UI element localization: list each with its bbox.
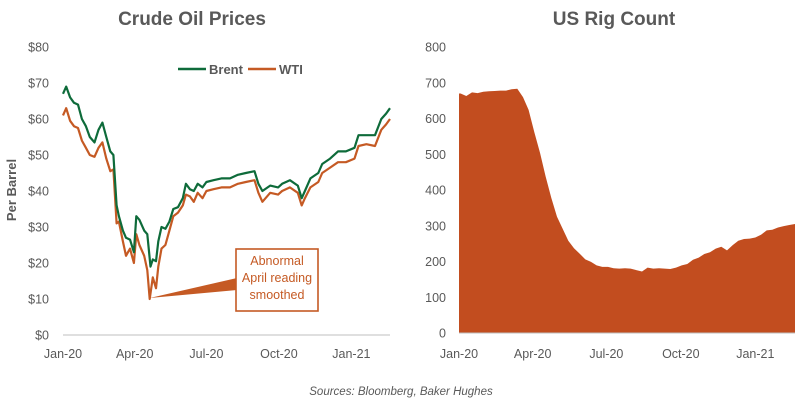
oil-y-tick-label: $50: [28, 149, 49, 163]
rig-y-tick-label: 0: [439, 327, 446, 341]
oil-x-tick-label: Jan-21: [332, 347, 370, 361]
oil-y-tick-label: $30: [28, 221, 49, 235]
oil-chart-title: Crude Oil Prices: [118, 9, 266, 30]
rig-count-area: [459, 88, 795, 333]
rig-chart-title: US Rig Count: [553, 9, 676, 30]
annotation-line-1: Abnormal: [250, 254, 304, 268]
annotation-box: [235, 248, 319, 312]
rig-x-tick-label: Jul-20: [589, 347, 623, 361]
rig-y-tick-label: 800: [425, 41, 446, 55]
wti-series-line: [61, 107, 391, 301]
rig-count-chart: US Rig Count 0 100 200 300 400 500 600 700 800 J…: [425, 9, 795, 361]
legend-wti-label: WTI: [279, 62, 303, 77]
legend-brent-label: Brent: [209, 62, 244, 77]
rig-y-tick-label: 700: [425, 76, 446, 90]
oil-y-tick-label: $10: [28, 293, 49, 307]
rig-y-tick-label: 400: [425, 184, 446, 198]
oil-x-tick-label: Oct-20: [260, 347, 298, 361]
legend: Brent WTI: [178, 62, 303, 77]
rig-y-ticks: 0 100 200 300 400 500 600 700 800: [425, 41, 446, 341]
oil-x-tick-label: Apr-20: [116, 347, 154, 361]
oil-x-tick-label: Jul-20: [189, 347, 223, 361]
oil-y-ticks: $0 $10 $20 $30 $40 $50 $60 $70 $80: [28, 41, 49, 343]
oil-y-tick-label: $20: [28, 257, 49, 271]
oil-y-tick-label: $70: [28, 77, 49, 91]
oil-price-chart: Crude Oil Prices Per Barrel $0$10$20$30$…: [4, 9, 391, 361]
rig-x-tick-label: Jan-21: [736, 347, 774, 361]
annotation-line-2: April reading: [242, 271, 312, 285]
annotation-line-3: smoothed: [250, 288, 305, 302]
oil-x-ticks: Jan-20 Apr-20 Jul-20 Oct-20 Jan-21: [44, 347, 371, 361]
rig-x-ticks: Jan-20 Apr-20 Jul-20 Oct-20 Jan-21: [440, 347, 775, 361]
oil-y-tick-label: $0: [35, 329, 49, 343]
rig-y-tick-label: 600: [425, 112, 446, 126]
oil-y-tick-label: $40: [28, 185, 49, 199]
rig-x-tick-label: Apr-20: [514, 347, 552, 361]
rig-x-tick-label: Oct-20: [662, 347, 700, 361]
annotation: Abnormal April reading smoothed: [149, 248, 319, 312]
oil-y-tick-label: $80: [28, 41, 49, 55]
rig-y-tick-label: 500: [425, 148, 446, 162]
oil-y-tick-label: $60: [28, 113, 49, 127]
source-note: Sources: Bloomberg, Baker Hughes: [309, 386, 493, 398]
oil-x-tick-label: Jan-20: [44, 347, 82, 361]
brent-series-line: [61, 85, 391, 268]
rig-y-tick-label: 300: [425, 219, 446, 233]
oil-y-axis-label: Per Barrel: [4, 159, 19, 221]
rig-y-tick-label: 100: [425, 291, 446, 305]
rig-x-tick-label: Jan-20: [440, 347, 478, 361]
annotation-pointer: [149, 278, 237, 298]
rig-y-tick-label: 200: [425, 255, 446, 269]
